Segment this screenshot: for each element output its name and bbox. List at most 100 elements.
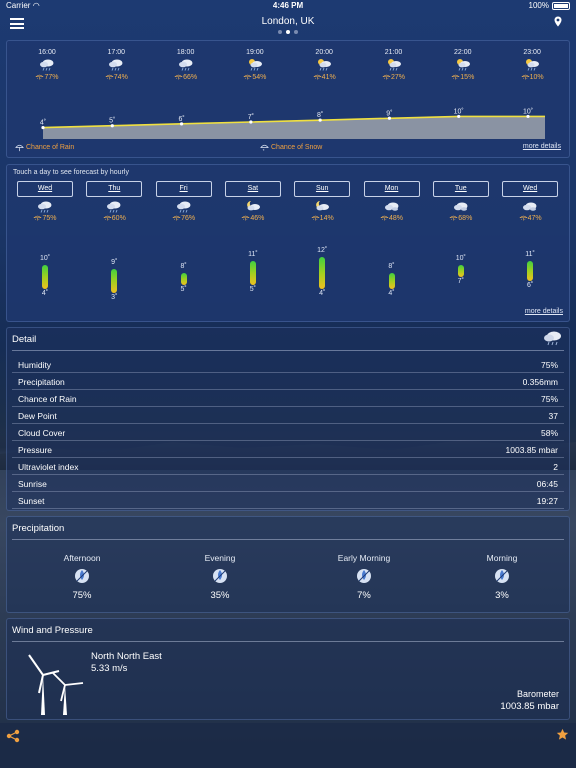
share-icon[interactable] <box>6 729 20 743</box>
hour-column[interactable]: 22:00 15% <box>443 49 483 81</box>
weather-icon-wrap <box>225 200 281 214</box>
daily-hint: Touch a day to see forecast by hourly <box>13 169 129 176</box>
precip-icon-wrap <box>32 568 132 586</box>
day-button[interactable]: Sun <box>294 181 351 197</box>
location-title: London, UK <box>261 16 315 27</box>
rain-chance: 15% <box>443 73 483 81</box>
day-column[interactable]: Sun 14% <box>294 181 351 222</box>
detail-card: Detail Humidity 75% Precipitation 0.356mm Ch… <box>6 327 570 511</box>
battery-icon <box>552 1 570 10</box>
detail-row: Pressure 1003.85 mbar <box>12 441 564 458</box>
day-column[interactable]: Sat 46% <box>224 181 281 222</box>
day-high-temp: 12˚ <box>317 247 328 254</box>
night-rain-icon <box>247 201 260 211</box>
favorite-star-icon[interactable] <box>556 728 569 741</box>
divider <box>12 539 564 540</box>
day-high-temp: 9˚ <box>111 259 118 266</box>
hour-column[interactable]: 21:00 27% <box>374 49 414 81</box>
temperature-point <box>179 122 184 126</box>
day-button[interactable]: Sat <box>224 181 281 197</box>
day-temperature-range: 11˚ 5˚ <box>225 241 281 311</box>
precip-icon-wrap <box>314 568 414 586</box>
detail-value: 1003.85 mbar <box>505 445 558 455</box>
hourly-forecast-card[interactable]: 16:00 77% 17:00 74% 18:00 66% 19:00 54% 20:00 41%… <box>6 40 570 158</box>
day-button[interactable]: Mon <box>363 181 420 197</box>
umbrella-icon <box>451 74 460 80</box>
temperature-bar <box>111 269 118 293</box>
daily-more-details-link[interactable]: more details <box>524 308 563 315</box>
rain-chance: 76% <box>156 214 212 222</box>
temperature-point <box>41 125 45 130</box>
detail-key: Dew Point <box>18 411 57 421</box>
hour-column[interactable]: 23:00 10% <box>512 49 552 81</box>
detail-row: Precipitation 0.356mm <box>12 373 564 390</box>
legend-rain: Chance of Rain <box>15 143 74 152</box>
hour-column[interactable]: 17:00 74% <box>96 49 136 81</box>
barometer-value: 1003.85 mbar <box>500 701 559 712</box>
precip-period: Evening 35% <box>170 553 270 601</box>
hour-time: 20:00 <box>315 49 333 56</box>
day-button[interactable]: Tue <box>432 181 489 197</box>
wind-direction: North North East <box>91 651 162 662</box>
day-low-temp: 4˚ <box>41 290 49 297</box>
day-column[interactable]: Wed 47% <box>502 181 559 222</box>
weather-icon-wrap <box>433 200 489 214</box>
precip-period-name: Morning <box>486 553 518 563</box>
day-column[interactable]: Fri 76% <box>155 181 212 222</box>
partly-sunny-rain-icon <box>456 59 470 71</box>
hour-column[interactable]: 20:00 41% <box>304 49 344 81</box>
day-column[interactable]: Thu 60% <box>86 181 143 222</box>
temperature-label: 10˚ <box>523 107 533 115</box>
temperature-bar <box>319 257 326 289</box>
day-button[interactable]: Thu <box>86 181 143 197</box>
hour-time: 23:00 <box>523 49 541 56</box>
day-column[interactable]: Mon 48% <box>363 181 420 222</box>
weather-icon-wrap <box>364 200 420 214</box>
cloud-icon <box>453 202 468 211</box>
temperature-label: 4˚ <box>40 119 46 127</box>
precip-period-name: Afternoon <box>63 553 101 563</box>
precip-value: 75% <box>72 590 92 601</box>
day-button[interactable]: Fri <box>155 181 212 197</box>
day-column[interactable]: Wed 75% <box>17 181 73 222</box>
precip-value: 35% <box>210 590 230 601</box>
daily-forecast-card[interactable]: Touch a day to see forecast by hourly We… <box>6 164 570 322</box>
day-button[interactable]: Wed <box>17 181 73 197</box>
page-indicator[interactable] <box>0 30 576 34</box>
umbrella-icon <box>105 74 114 80</box>
detail-row: Ultraviolet index 2 <box>12 458 564 475</box>
night-rain-icon <box>316 201 330 211</box>
raindrop-icon <box>357 569 371 583</box>
temperature-point <box>249 120 253 124</box>
wifi-icon: ◠ <box>32 1 40 10</box>
hour-column[interactable]: 16:00 77% <box>27 49 67 81</box>
hour-column[interactable]: 19:00 54% <box>235 49 275 81</box>
detail-key: Sunset <box>18 496 45 506</box>
rain-cloud-icon <box>178 59 193 71</box>
navigation-bar: London, UK <box>0 12 576 38</box>
detail-row: Sunset 19:27 <box>12 492 564 509</box>
precip-period-name: Evening <box>204 553 236 563</box>
wind-turbine-icon <box>28 654 84 715</box>
menu-icon[interactable] <box>10 18 24 29</box>
weather-icon-wrap <box>443 58 483 72</box>
temperature-point <box>387 116 392 120</box>
umbrella-icon <box>519 215 528 221</box>
day-temperature-range: 10˚ 4˚ <box>17 241 73 311</box>
day-button[interactable]: Wed <box>502 181 559 197</box>
detail-row: Cloud Cover 58% <box>12 424 564 441</box>
precipitation-title: Precipitation <box>12 523 65 534</box>
hourly-more-details-link[interactable]: more details <box>522 143 561 150</box>
umbrella-icon <box>241 215 250 221</box>
day-column[interactable]: Tue 68% <box>432 181 489 222</box>
hour-column[interactable]: 18:00 66% <box>166 49 206 81</box>
rain-chance: 10% <box>512 73 552 81</box>
weather-icon-wrap <box>235 58 275 72</box>
umbrella-icon <box>382 74 391 80</box>
rain-chance: 46% <box>225 214 281 222</box>
weather-icon-wrap <box>512 58 552 72</box>
location-pin-icon[interactable] <box>554 16 562 27</box>
weather-icon-wrap <box>86 200 142 214</box>
weather-icon-wrap <box>156 200 212 214</box>
umbrella-icon <box>521 74 530 80</box>
